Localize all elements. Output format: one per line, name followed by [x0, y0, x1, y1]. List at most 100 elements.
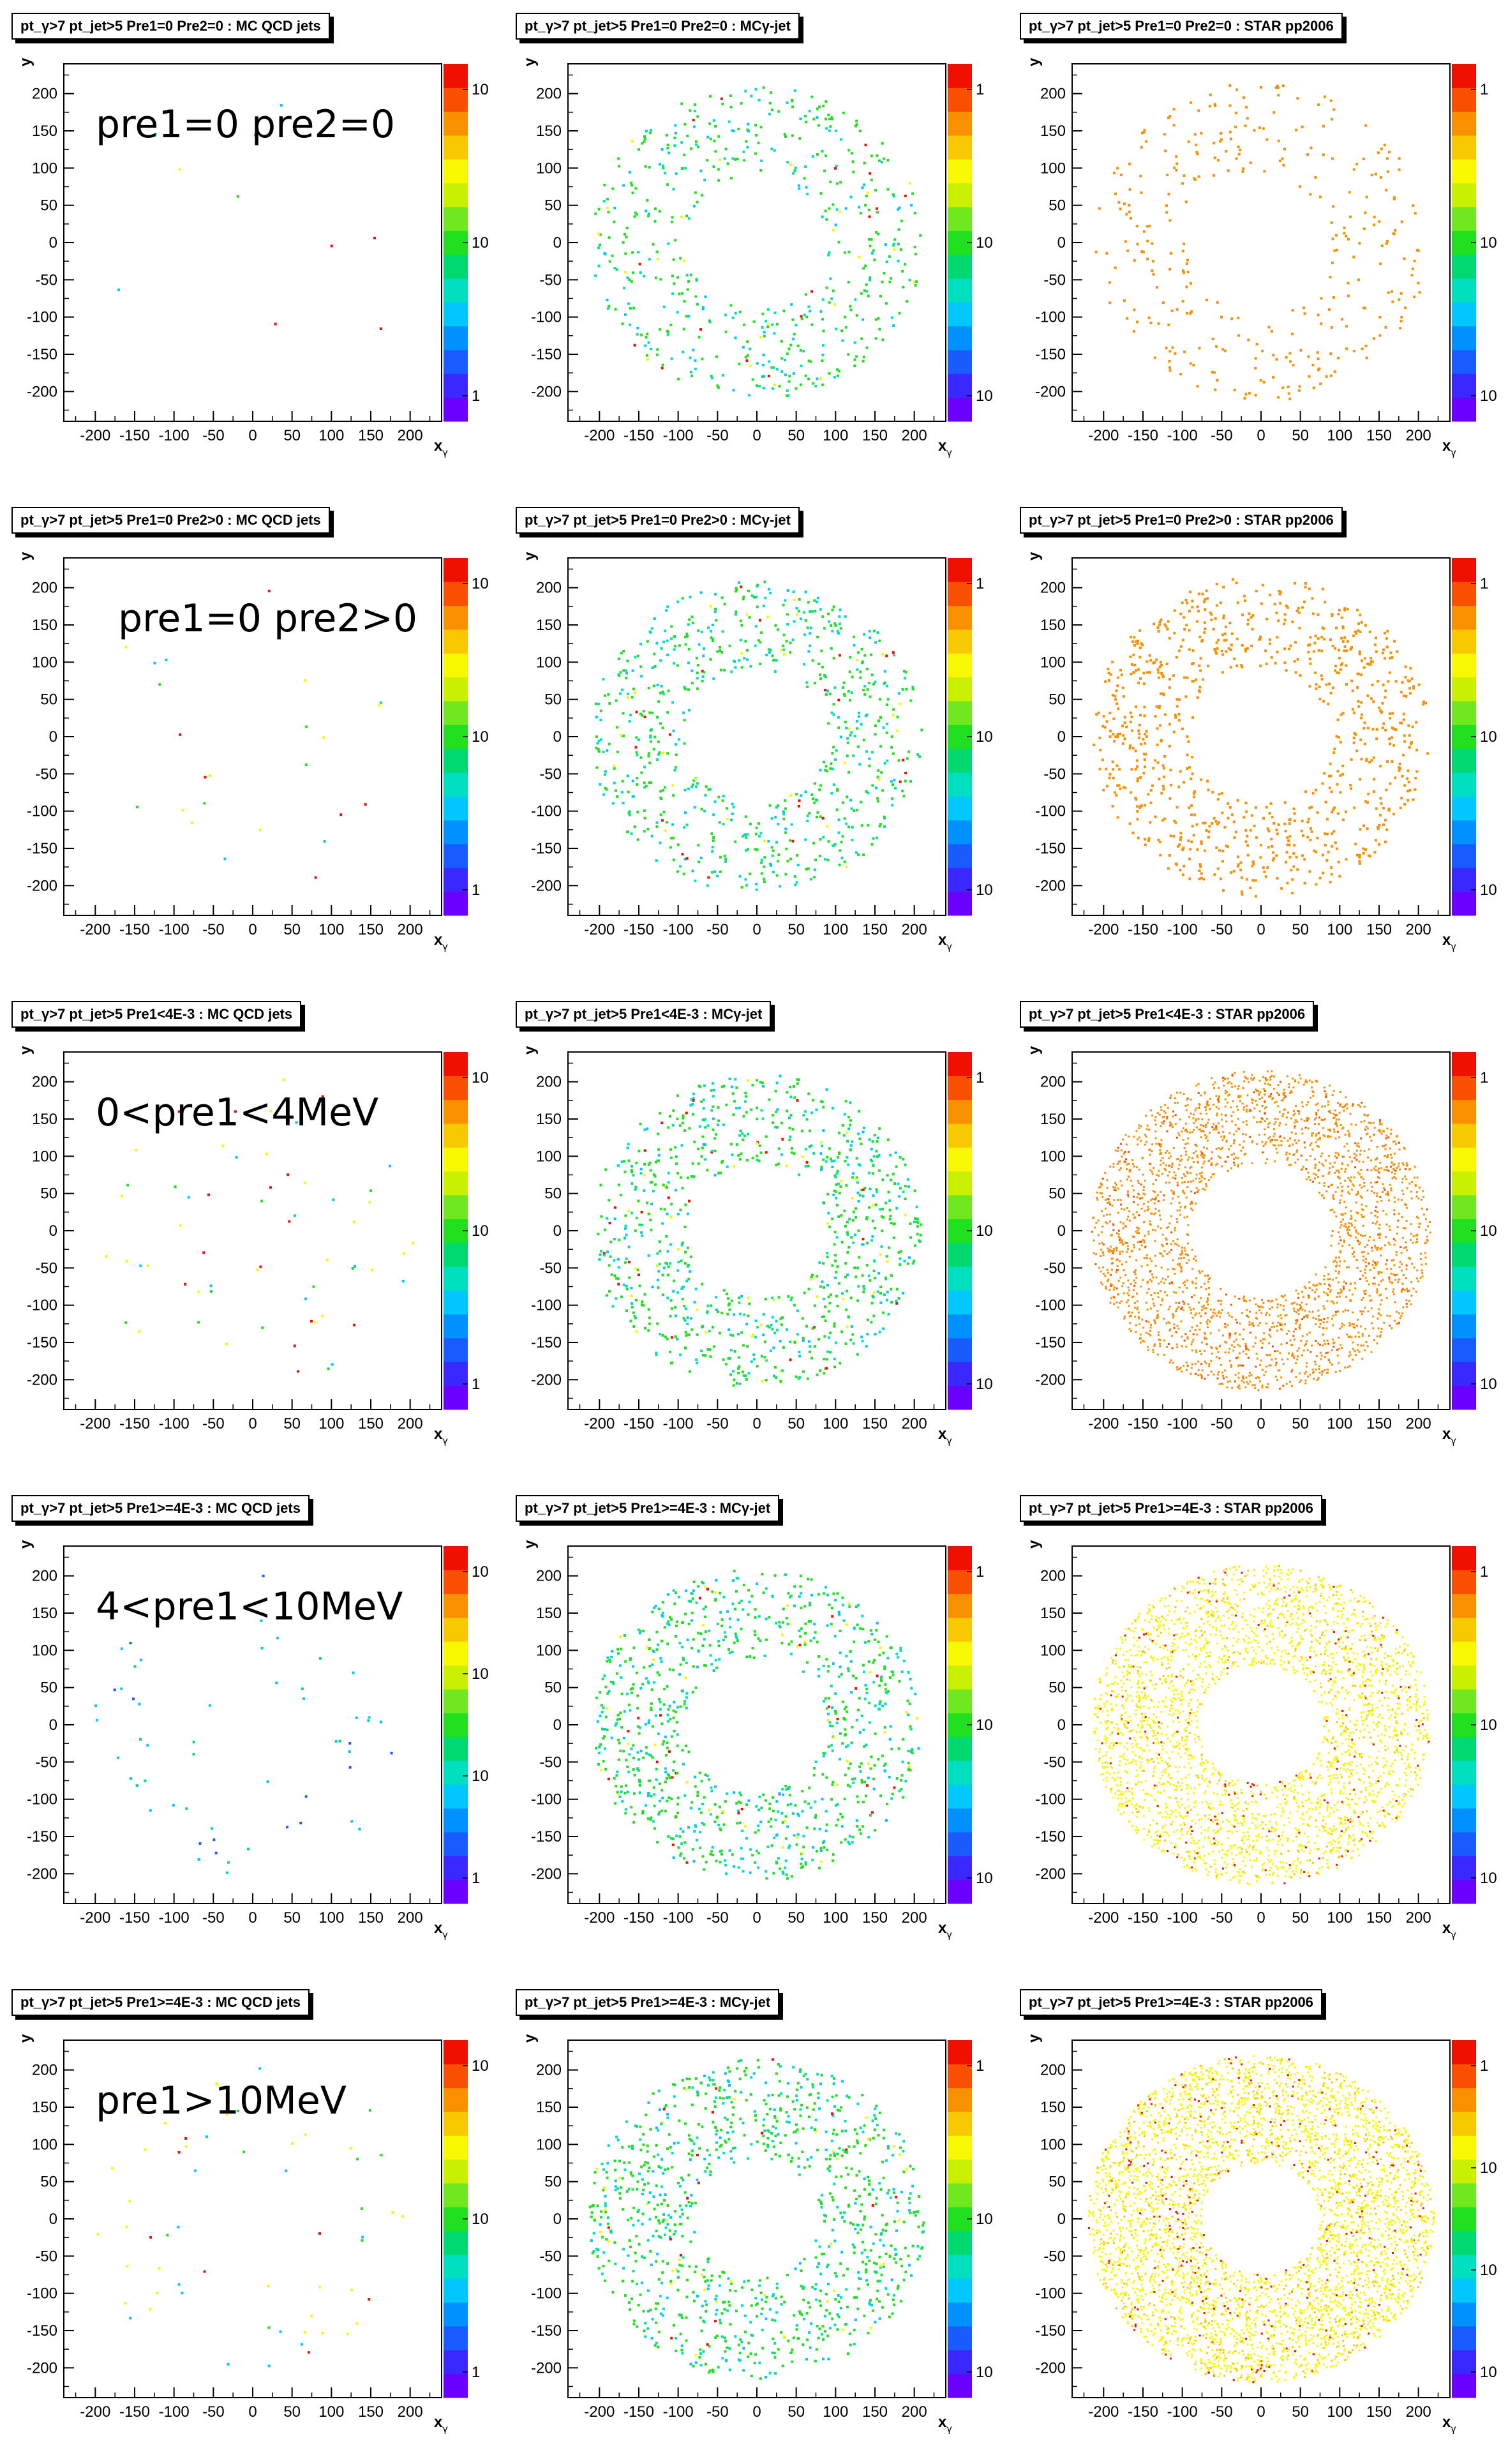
data-point	[1407, 781, 1410, 784]
data-point	[903, 670, 906, 673]
data-point	[1352, 1326, 1355, 1328]
data-point	[683, 742, 686, 745]
data-point	[833, 1254, 837, 1257]
data-point	[650, 627, 653, 630]
data-point	[816, 596, 819, 599]
data-point	[615, 1277, 618, 1280]
data-point	[1329, 762, 1332, 765]
data-point	[274, 322, 277, 326]
data-point	[709, 1355, 712, 1358]
data-point	[785, 640, 788, 643]
data-point	[773, 312, 777, 315]
data-point	[739, 1129, 742, 1132]
data-point	[760, 159, 763, 162]
data-point	[868, 1138, 871, 1141]
data-point	[1375, 1158, 1377, 1161]
data-point	[1127, 1195, 1130, 1198]
data-point	[1300, 829, 1303, 832]
data-point	[1174, 1114, 1177, 1116]
data-point	[1175, 155, 1178, 158]
y-tick-label: -50	[35, 1259, 57, 1277]
data-point	[816, 816, 819, 819]
data-point	[1144, 838, 1147, 841]
colorbar-band	[1452, 135, 1476, 160]
data-point	[1282, 1113, 1285, 1115]
data-point	[816, 635, 819, 638]
data-point	[658, 1263, 661, 1266]
colorbar-band	[948, 397, 972, 422]
data-point	[762, 1313, 765, 1316]
data-point	[1417, 282, 1420, 285]
data-point	[827, 114, 830, 117]
data-point	[733, 1164, 736, 1168]
data-point	[856, 745, 860, 748]
data-point	[837, 1131, 840, 1134]
data-point	[1276, 1325, 1278, 1327]
data-point	[1236, 601, 1239, 605]
data-point	[606, 749, 609, 752]
data-point	[1303, 312, 1306, 315]
data-point	[886, 723, 889, 726]
data-point	[616, 1277, 620, 1281]
data-point	[1376, 1157, 1378, 1159]
data-point	[611, 1305, 615, 1308]
data-point	[1291, 1344, 1294, 1346]
data-point	[1317, 1376, 1320, 1379]
data-point	[703, 1084, 706, 1087]
data-point	[1426, 752, 1430, 755]
data-point	[916, 753, 920, 756]
data-point	[1368, 1283, 1370, 1286]
data-point	[828, 129, 831, 132]
data-point	[1176, 1368, 1179, 1371]
data-point	[1198, 863, 1202, 866]
data-point	[827, 722, 830, 725]
data-point	[666, 144, 669, 147]
data-point	[865, 1345, 868, 1348]
data-point	[844, 1262, 847, 1265]
data-point	[676, 870, 679, 873]
data-point	[1119, 1199, 1122, 1201]
data-point	[837, 1215, 840, 1218]
colorbar-band	[1452, 159, 1476, 184]
data-point	[1299, 674, 1302, 677]
data-point	[874, 680, 877, 684]
colorbar-tick-label: 10	[1480, 728, 1497, 746]
data-point	[746, 128, 749, 131]
data-point	[855, 1178, 858, 1181]
y-tick-label: 100	[1040, 1148, 1066, 1165]
data-points	[594, 580, 923, 891]
data-point	[895, 1165, 898, 1168]
data-point	[770, 1323, 773, 1326]
data-point	[727, 1303, 730, 1307]
data-point	[197, 1290, 200, 1293]
data-point	[1338, 1295, 1341, 1298]
data-point	[595, 746, 598, 749]
scatter-panel: -200 -200 -150 -150 -100 -100 -50 -50 0 0 50 50 100 1…	[1008, 0, 1508, 488]
data-point	[1343, 636, 1347, 639]
data-point	[643, 1293, 646, 1296]
data-point	[684, 643, 687, 646]
data-point	[1200, 842, 1203, 845]
data-point	[1140, 742, 1143, 746]
data-point	[1258, 1376, 1260, 1379]
data-point	[1190, 1180, 1192, 1183]
data-point	[851, 675, 854, 679]
data-point	[1313, 642, 1317, 645]
data-point	[734, 158, 737, 161]
data-point	[886, 188, 890, 191]
data-point	[821, 1101, 824, 1104]
colorbar-band	[1452, 868, 1476, 892]
data-point	[656, 257, 659, 260]
data-point	[651, 1286, 654, 1289]
data-point	[819, 784, 823, 787]
data-point	[694, 191, 697, 194]
data-point	[1238, 1298, 1241, 1300]
data-point	[1163, 1120, 1165, 1123]
data-point	[869, 244, 872, 248]
data-point	[620, 1295, 623, 1298]
data-point	[1343, 607, 1347, 610]
data-point	[1352, 350, 1355, 353]
data-point	[1243, 1381, 1245, 1384]
data-point	[735, 1086, 738, 1089]
data-point	[1308, 806, 1311, 809]
